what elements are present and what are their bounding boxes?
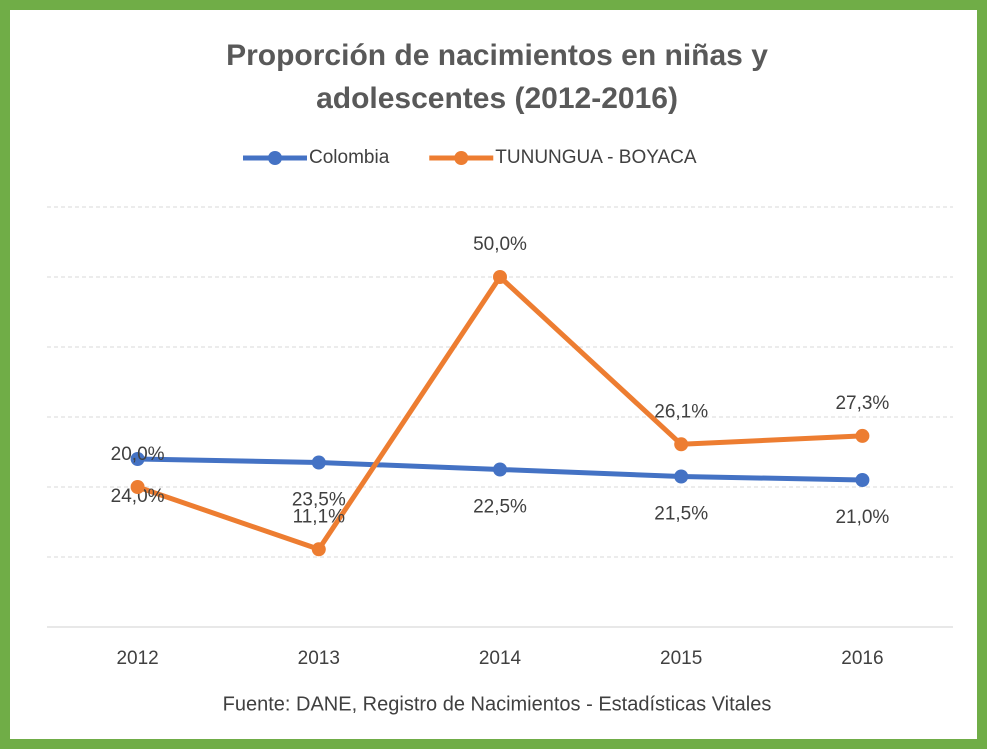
data-point <box>130 480 145 494</box>
x-tick-label: 2014 <box>479 648 522 669</box>
legend-label: Colombia <box>309 147 390 168</box>
data-point <box>311 455 326 470</box>
data-label: 11,1% <box>293 506 346 527</box>
legend-marker <box>454 151 469 165</box>
data-label: 26,1% <box>654 401 708 422</box>
data-label: 21,0% <box>835 507 889 528</box>
x-tick-label: 2015 <box>660 648 702 669</box>
x-tick-label: 2013 <box>298 648 340 669</box>
chart-title: adolescentes (2012-2016) <box>316 82 678 115</box>
source-note: Fuente: DANE, Registro de Nacimientos - … <box>223 693 772 715</box>
data-point <box>674 437 689 452</box>
legend-label: TUNUNGUA - BOYACA <box>495 147 697 168</box>
data-label: 22,5% <box>473 497 527 518</box>
data-label: 23,5% <box>292 490 346 511</box>
x-tick-label: 2016 <box>841 648 883 669</box>
data-label: 24,0% <box>111 486 165 507</box>
legend-marker <box>268 151 282 165</box>
data-label: 50,0% <box>473 234 527 255</box>
data-point <box>130 452 145 466</box>
data-point <box>493 462 507 477</box>
data-point <box>311 542 326 557</box>
data-label: 21,5% <box>654 504 708 525</box>
data-point <box>855 428 870 443</box>
data-label: 27,3% <box>835 393 889 414</box>
data-point <box>855 473 870 487</box>
data-point <box>674 469 689 484</box>
data-label: 20,0% <box>111 444 165 465</box>
data-point <box>493 270 507 284</box>
chart-title: Proporción de nacimientos en niñas y <box>226 39 768 72</box>
x-tick-label: 2012 <box>116 648 158 669</box>
